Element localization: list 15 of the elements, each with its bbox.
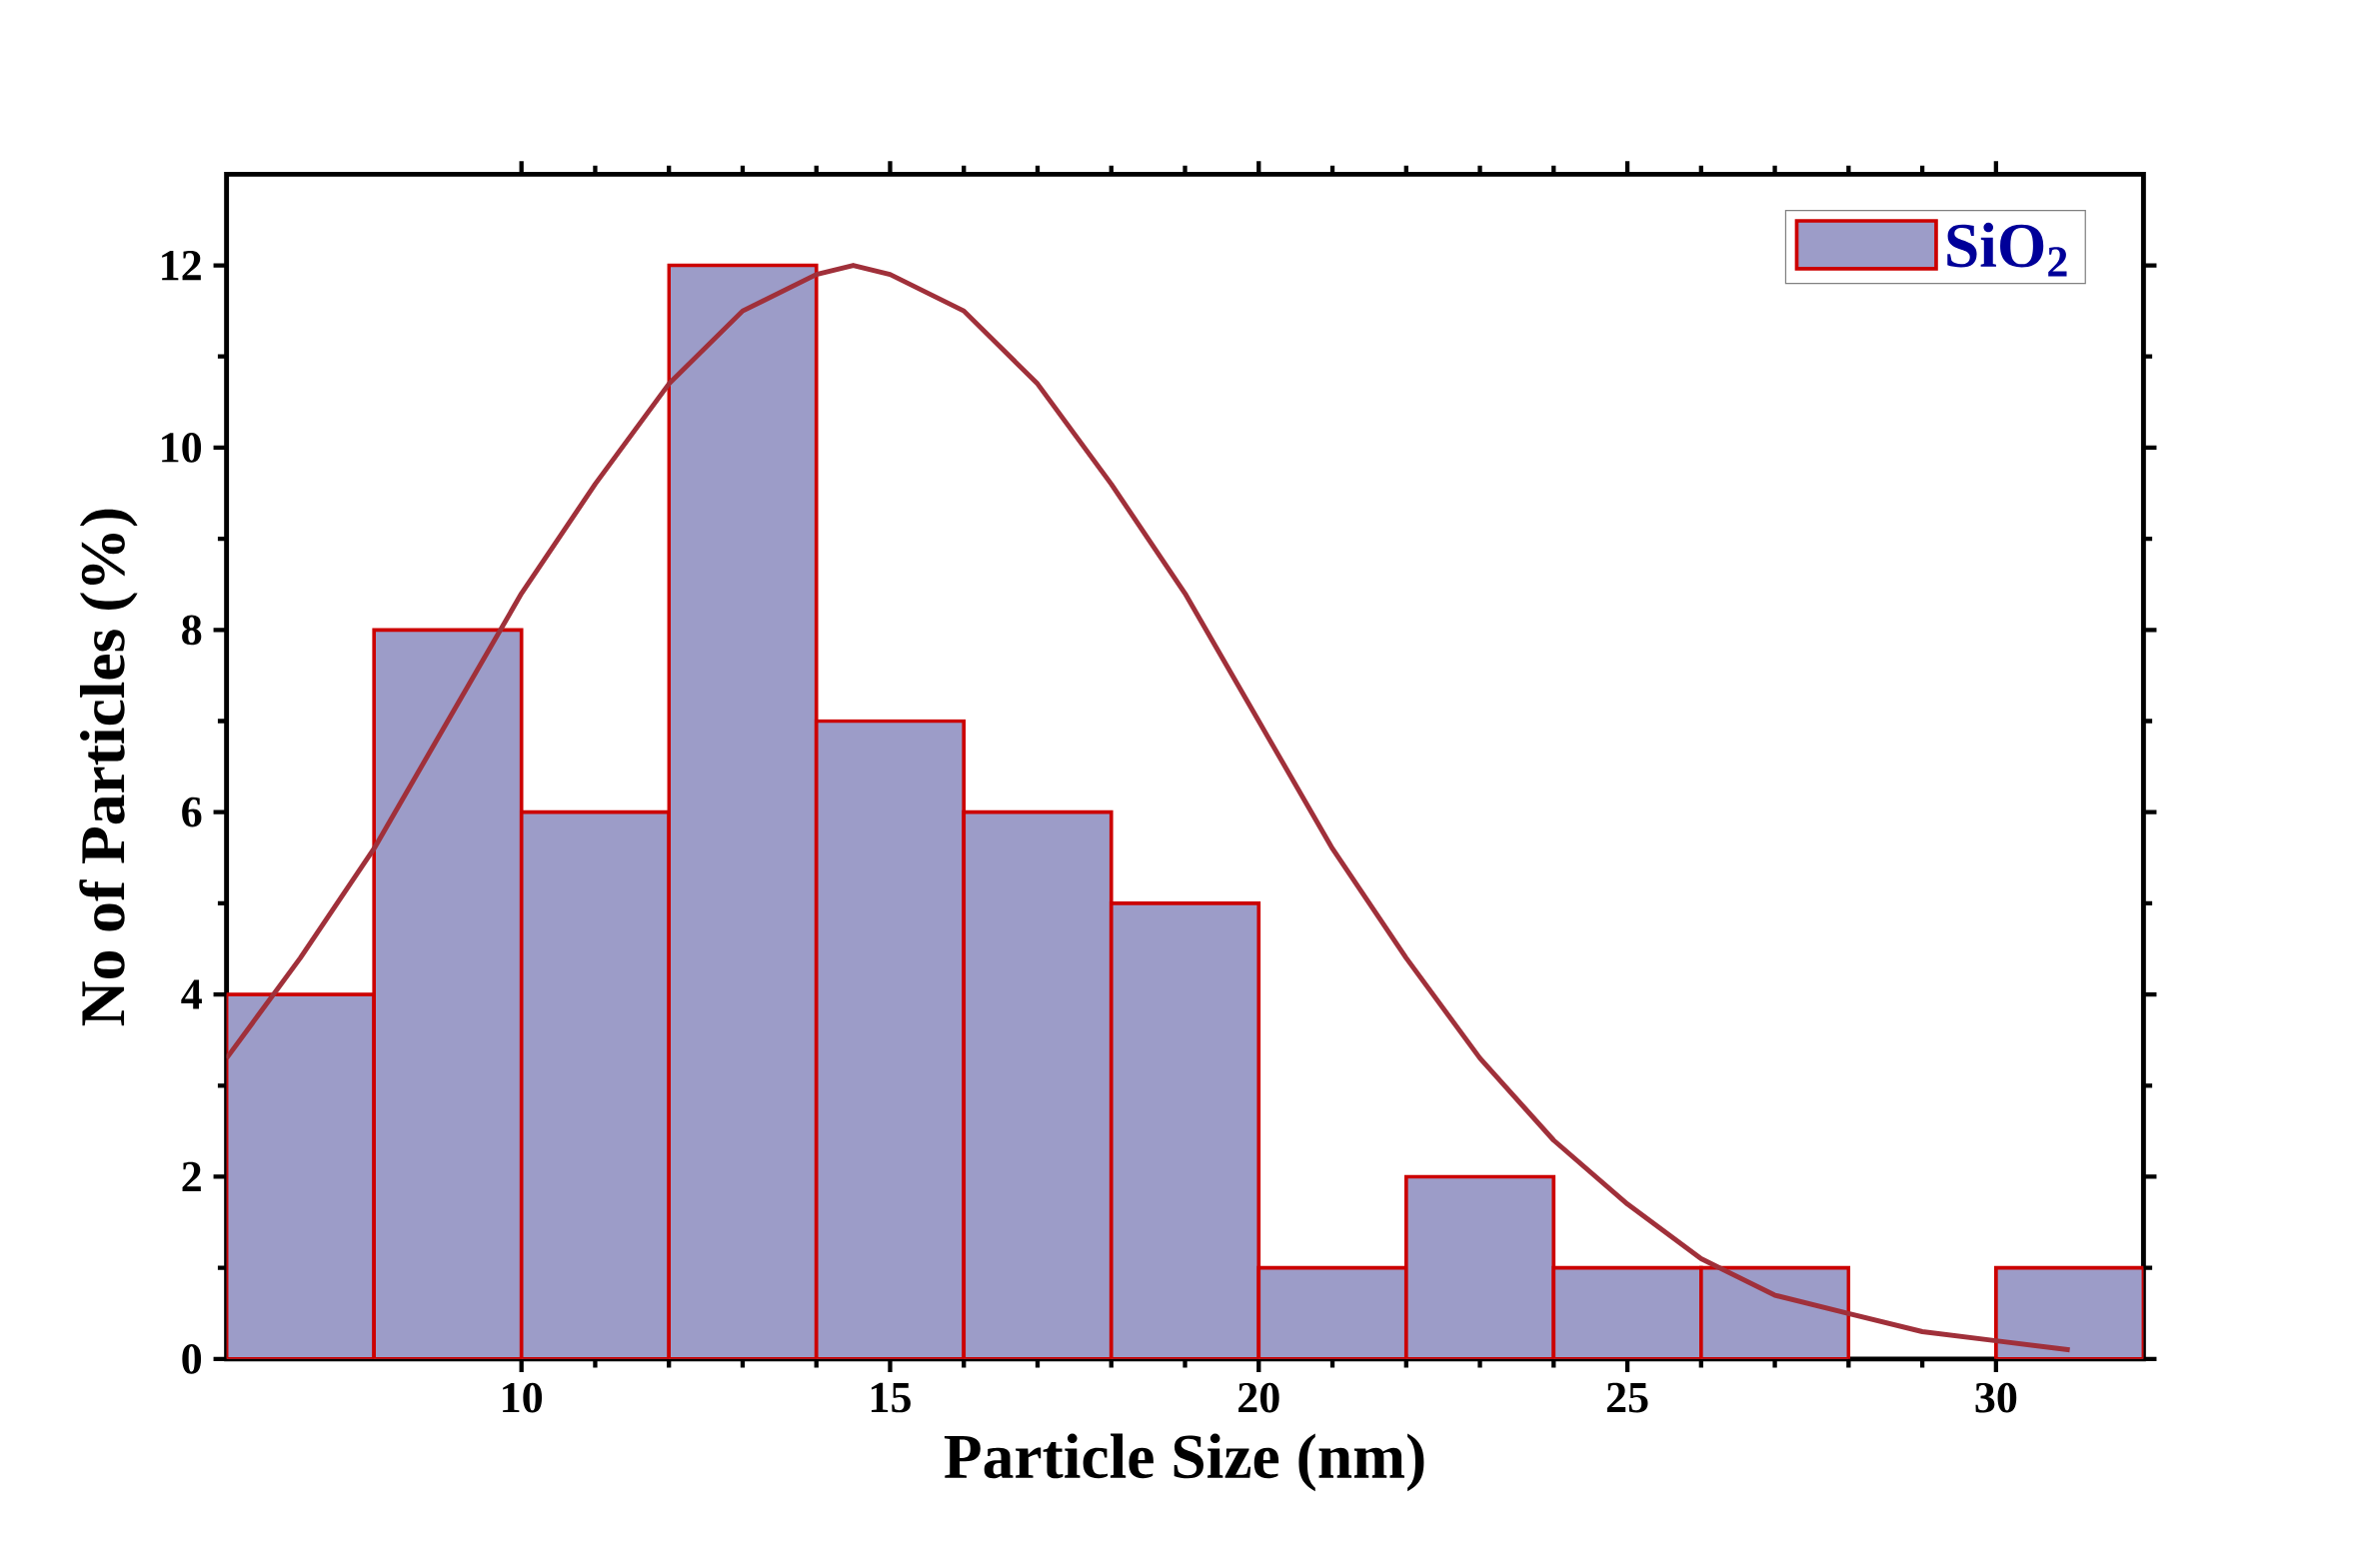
x-axis-title: Particle Size (nm) [944,1433,1424,1492]
y-axis-title: No of Particles (%) [79,509,138,1026]
legend-label: SiO$_{2}$ [1947,222,2067,277]
x-tick-label: 30 [1975,1382,2017,1413]
y-tick-label: 0 [182,1343,202,1374]
y-tick-label: 8 [182,615,202,646]
y-tick-label: 10 [162,432,202,463]
y-tick-label: 4 [181,979,202,1009]
x-tick-label: 20 [1238,1382,1279,1413]
y-tick-label: 2 [182,1161,201,1192]
x-tick-label: 25 [1606,1382,1648,1413]
x-tick-label: 10 [503,1382,543,1413]
x-tick-label: 15 [871,1382,911,1413]
y-tick-label: 12 [162,250,201,281]
y-tick-label: 6 [182,796,202,827]
